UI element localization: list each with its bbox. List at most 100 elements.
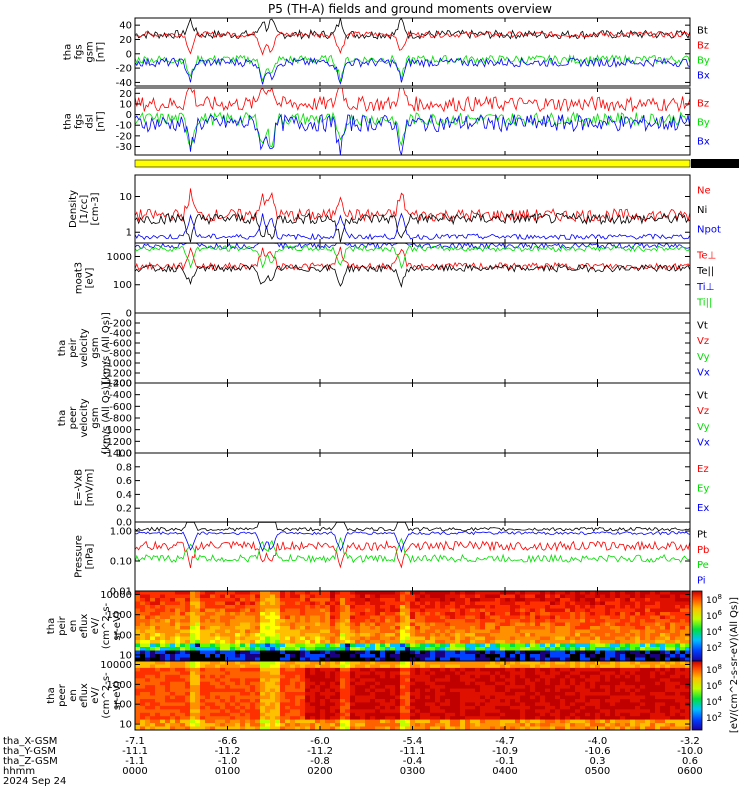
- spectrogram-cell: [675, 726, 681, 731]
- spectrogram-cell: [685, 695, 691, 700]
- spectrogram-cell: [135, 622, 141, 627]
- spectrogram-cell: [245, 719, 251, 724]
- y-tick-label: 0.0: [116, 518, 132, 529]
- spectrogram-cell: [340, 605, 346, 610]
- spectrogram-cell: [305, 685, 311, 690]
- spectrogram-cell: [570, 601, 576, 606]
- spectrogram-cell: [180, 702, 186, 707]
- spectrogram-cell: [170, 619, 176, 624]
- spectrogram-cell: [310, 667, 316, 672]
- spectrogram-cell: [310, 657, 316, 662]
- spectrogram-cell: [465, 664, 471, 669]
- spectrogram-cell: [485, 622, 491, 627]
- spectrogram-cell: [360, 626, 366, 631]
- spectrogram-cell: [165, 601, 171, 606]
- spectrogram-cell: [220, 719, 226, 724]
- spectrogram-cell: [355, 640, 361, 645]
- spectrogram-cell: [360, 636, 366, 641]
- spectrogram-cell: [190, 612, 196, 617]
- legend-Pe: Pe: [697, 560, 709, 571]
- spectrogram-cell: [270, 712, 276, 717]
- spectrogram-cell: [440, 726, 446, 731]
- spectrogram-cell: [380, 626, 386, 631]
- spectrogram-cell: [620, 692, 626, 696]
- quality-bar-key: [691, 159, 739, 168]
- spectrogram-cell: [380, 678, 386, 683]
- spectrogram-cell: [465, 688, 471, 693]
- spectrogram-cell: [160, 674, 166, 679]
- spectrogram-cell: [680, 612, 686, 617]
- spectrogram-cell: [330, 702, 336, 707]
- spectrogram-cell: [625, 643, 631, 648]
- spectrogram-cell: [660, 615, 666, 620]
- spectrogram-cell: [420, 667, 426, 672]
- spectrogram-cell: [375, 629, 381, 634]
- spectrogram-cell: [390, 591, 396, 596]
- spectrogram-cell: [450, 709, 456, 714]
- spectrogram-cell: [555, 650, 561, 655]
- spectrogram-cell: [260, 712, 266, 717]
- legend-Bx: Bx: [697, 137, 710, 148]
- spectrogram-cell: [600, 709, 606, 714]
- spectrogram-cell: [330, 598, 336, 603]
- spectrogram-cell: [155, 678, 161, 683]
- spectrogram-cell: [500, 678, 506, 683]
- y-tick-label: 0.6: [116, 476, 132, 487]
- spectrogram-cell: [420, 640, 426, 645]
- spectrogram-cell: [380, 622, 386, 627]
- spectrogram-cell: [480, 594, 486, 599]
- spectrogram-cell: [610, 622, 616, 627]
- spectrogram-cell: [385, 723, 391, 728]
- spectrogram-cell: [205, 709, 211, 714]
- spectrogram-cell: [490, 709, 496, 714]
- spectrogram-cell: [505, 664, 511, 669]
- spectrogram-cell: [420, 692, 426, 696]
- spectrogram-cell: [415, 633, 421, 638]
- spectrogram-cell: [275, 719, 281, 724]
- spectrogram-cell: [485, 678, 491, 683]
- spectrogram-cell: [355, 647, 361, 652]
- series-line-Te||: [134, 263, 691, 288]
- spectrogram-cell: [640, 605, 646, 610]
- spectrogram-cell: [135, 681, 141, 686]
- spectrogram-cell: [205, 671, 211, 676]
- spectrogram-cell: [355, 712, 361, 717]
- spectrogram-cell: [400, 678, 406, 683]
- spectrogram-cell: [395, 695, 401, 700]
- spectrogram-cell: [585, 719, 591, 724]
- spectrogram-cell: [255, 594, 261, 599]
- spectrogram-cell: [460, 636, 466, 641]
- spectrogram-cell: [605, 671, 611, 676]
- spectrogram-cell: [600, 674, 606, 679]
- spectrogram-cell: [455, 619, 461, 624]
- spectrogram-cell: [435, 688, 441, 693]
- spectrogram-cell: [145, 598, 151, 603]
- spectrogram-cell: [470, 705, 476, 710]
- spectrogram-cell: [645, 664, 651, 669]
- spectrogram-cell: [460, 657, 466, 662]
- spectrogram-cell: [160, 619, 166, 624]
- spectrogram-cell: [475, 626, 481, 631]
- spectrogram-cell: [615, 664, 621, 669]
- spectrogram-cell: [300, 726, 306, 731]
- spectrogram-cell: [570, 657, 576, 662]
- spectrogram-cell: [205, 612, 211, 617]
- spectrogram-cell: [175, 661, 181, 665]
- spectrogram-cell: [330, 636, 336, 641]
- spectrogram-cell: [565, 601, 571, 606]
- spectrogram-cell: [505, 692, 511, 696]
- spectrogram-cell: [660, 692, 666, 696]
- spectrogram-cell: [165, 671, 171, 676]
- spectrogram-cell: [520, 615, 526, 620]
- spectrogram-cell: [635, 681, 641, 686]
- spectrogram-cell: [430, 594, 436, 599]
- spectrogram-cell: [505, 702, 511, 707]
- spectrogram-cell: [640, 695, 646, 700]
- spectrogram-cell: [570, 629, 576, 634]
- spectrogram-cell: [245, 695, 251, 700]
- spectrogram-cell: [140, 605, 146, 610]
- spectrogram-cell: [160, 608, 166, 613]
- spectrogram-cell: [360, 671, 366, 676]
- spectrogram-cell: [330, 594, 336, 599]
- spectrogram-cell: [375, 705, 381, 710]
